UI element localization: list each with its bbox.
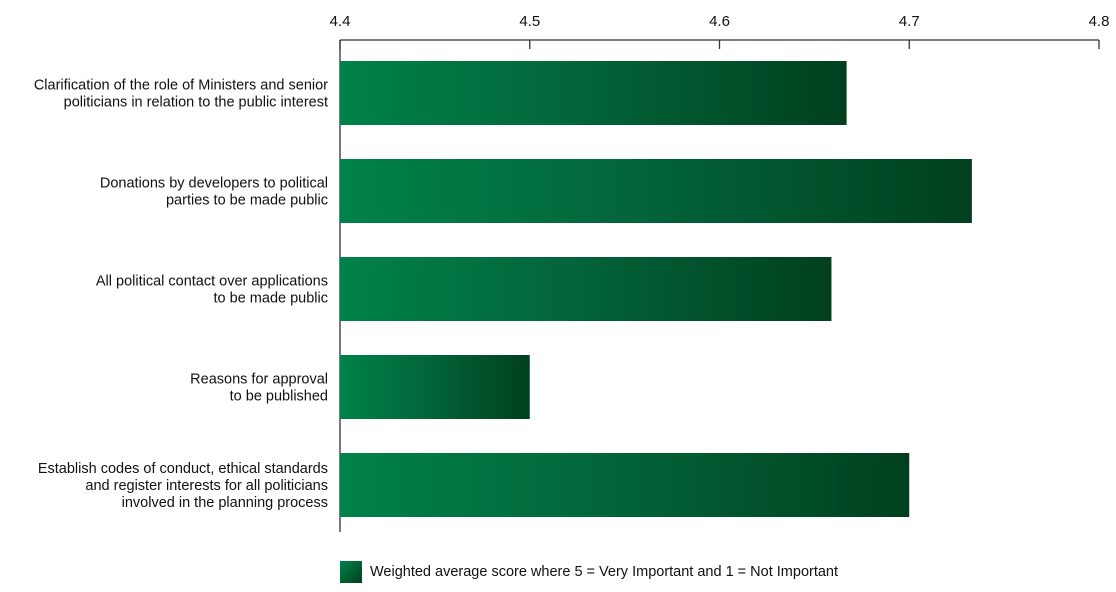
- x-tick-label: 4.6: [709, 13, 730, 30]
- bar: [340, 355, 530, 419]
- bar: [340, 61, 847, 125]
- x-tick-label: 4.4: [330, 13, 351, 30]
- axis-layer: 4.4 4.5 4.6 4.7 4.8: [330, 13, 1110, 532]
- category-label: Donations by developers to political part…: [100, 176, 328, 209]
- x-tick-label: 4.8: [1089, 13, 1110, 30]
- bar: [340, 453, 910, 517]
- bar: [340, 159, 972, 223]
- category-label-layer: Clarification of the role of Ministers a…: [34, 78, 328, 512]
- legend-swatch: [340, 561, 362, 583]
- category-label: All political contact over applications t…: [96, 274, 328, 307]
- category-label: Clarification of the role of Ministers a…: [34, 78, 328, 111]
- x-tick-label: 4.5: [519, 13, 540, 30]
- bar: [340, 257, 832, 321]
- category-label: Reasons for approval to be published: [190, 372, 328, 405]
- legend: Weighted average score where 5 = Very Im…: [340, 561, 838, 583]
- legend-label: Weighted average score where 5 = Very Im…: [370, 564, 839, 580]
- x-tick-label: 4.7: [899, 13, 920, 30]
- bar-layer: [340, 61, 972, 517]
- category-label: Establish codes of conduct, ethical stan…: [38, 461, 328, 511]
